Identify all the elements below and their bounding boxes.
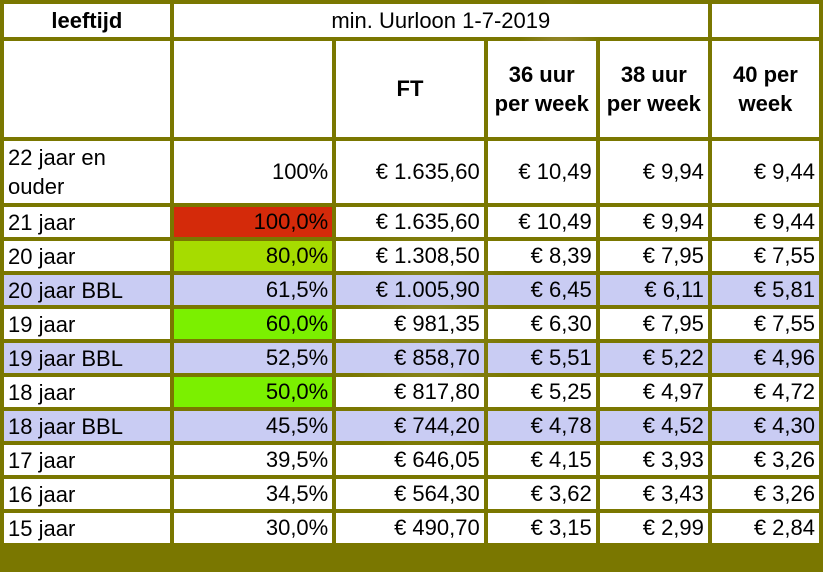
wage-38-cell: € 4,52 <box>599 411 708 441</box>
percentage-cell: 30,0% <box>173 513 333 543</box>
table-title-row: leeftijd min. Uurloon 1-7-2019 <box>4 4 819 37</box>
percentage-cell: 60,0% <box>173 309 333 339</box>
table-row: 18 jaar 50,0% € 817,80 € 5,25 € 4,97 € 4,72 <box>4 377 819 407</box>
age-cell: 18 jaar <box>4 377 170 407</box>
ft-cell: € 817,80 <box>336 377 484 407</box>
age-cell: 15 jaar <box>4 513 170 543</box>
percentage-cell: 34,5% <box>173 479 333 509</box>
wage-38-cell: € 9,94 <box>599 207 708 237</box>
table-row: 15 jaar 30,0% € 490,70 € 3,15 € 2,99 € 2,84 <box>4 513 819 543</box>
age-cell: 18 jaar BBL <box>4 411 170 441</box>
wage-36-cell: € 8,39 <box>487 241 596 271</box>
percentage-cell: 100,0% <box>173 207 333 237</box>
wage-36-cell: € 3,62 <box>487 479 596 509</box>
wage-36-cell: € 10,49 <box>487 207 596 237</box>
wage-40-cell: € 3,26 <box>711 445 819 475</box>
age-cell: 19 jaar BBL <box>4 343 170 373</box>
wage-36-cell: € 4,78 <box>487 411 596 441</box>
wage-38-cell: € 5,22 <box>599 343 708 373</box>
percentage-cell: 61,5% <box>173 275 333 305</box>
wage-38-cell: € 7,95 <box>599 241 708 271</box>
percentage-cell: 100% <box>173 141 333 203</box>
col-header-36: 36 uur per week <box>487 41 596 137</box>
wage-36-cell: € 10,49 <box>487 141 596 203</box>
wage-36-cell: € 5,25 <box>487 377 596 407</box>
empty-header-cell <box>711 4 819 37</box>
ft-cell: € 981,35 <box>336 309 484 339</box>
wage-36-cell: € 6,45 <box>487 275 596 305</box>
wage-40-cell: € 9,44 <box>711 141 819 203</box>
table-row: 16 jaar 34,5% € 564,30 € 3,62 € 3,43 € 3,26 <box>4 479 819 509</box>
age-cell: 21 jaar <box>4 207 170 237</box>
wage-36-cell: € 6,30 <box>487 309 596 339</box>
column-header-row: FT 36 uur per week 38 uur per week 40 pe… <box>4 41 819 137</box>
wage-40-cell: € 5,81 <box>711 275 819 305</box>
wage-40-cell: € 4,72 <box>711 377 819 407</box>
wage-38-cell: € 7,95 <box>599 309 708 339</box>
table-row: 20 jaar BBL 61,5% € 1.005,90 € 6,45 € 6,11 € … <box>4 275 819 305</box>
wage-40-cell: € 7,55 <box>711 241 819 271</box>
wage-40-cell: € 9,44 <box>711 207 819 237</box>
wage-40-cell: € 4,30 <box>711 411 819 441</box>
wage-40-cell: € 2,84 <box>711 513 819 543</box>
ft-cell: € 1.005,90 <box>336 275 484 305</box>
wage-38-cell: € 3,93 <box>599 445 708 475</box>
wage-40-cell: € 7,55 <box>711 309 819 339</box>
percentage-cell: 39,5% <box>173 445 333 475</box>
ft-cell: € 744,20 <box>336 411 484 441</box>
wage-38-cell: € 9,94 <box>599 141 708 203</box>
wage-36-cell: € 4,15 <box>487 445 596 475</box>
wage-38-cell: € 6,11 <box>599 275 708 305</box>
ft-cell: € 1.308,50 <box>336 241 484 271</box>
col-header-38: 38 uur per week <box>599 41 708 137</box>
col-header-ft: FT <box>336 41 484 137</box>
table-row: 17 jaar 39,5% € 646,05 € 4,15 € 3,93 € 3,26 <box>4 445 819 475</box>
table-row: 19 jaar 60,0% € 981,35 € 6,30 € 7,95 € 7,55 <box>4 309 819 339</box>
percentage-cell: 80,0% <box>173 241 333 271</box>
table-title: min. Uurloon 1-7-2019 <box>173 4 708 37</box>
table-row: 21 jaar 100,0% € 1.635,60 € 10,49 € 9,94 € 9,… <box>4 207 819 237</box>
table-row: 20 jaar 80,0% € 1.308,50 € 8,39 € 7,95 € 7,55 <box>4 241 819 271</box>
percentage-cell: 45,5% <box>173 411 333 441</box>
age-cell: 22 jaar en ouder <box>4 141 170 203</box>
wage-40-cell: € 3,26 <box>711 479 819 509</box>
age-header: leeftijd <box>4 4 170 37</box>
age-cell: 20 jaar <box>4 241 170 271</box>
age-cell: 17 jaar <box>4 445 170 475</box>
minimum-wage-table: leeftijd min. Uurloon 1-7-2019 FT 36 uur… <box>4 4 819 543</box>
wage-36-cell: € 3,15 <box>487 513 596 543</box>
ft-cell: € 564,30 <box>336 479 484 509</box>
table-row: 18 jaar BBL 45,5% € 744,20 € 4,78 € 4,52 € 4,… <box>4 411 819 441</box>
ft-cell: € 490,70 <box>336 513 484 543</box>
ft-cell: € 1.635,60 <box>336 207 484 237</box>
ft-cell: € 858,70 <box>336 343 484 373</box>
age-cell: 20 jaar BBL <box>4 275 170 305</box>
wage-38-cell: € 2,99 <box>599 513 708 543</box>
ft-cell: € 1.635,60 <box>336 141 484 203</box>
ft-cell: € 646,05 <box>336 445 484 475</box>
wage-36-cell: € 5,51 <box>487 343 596 373</box>
table-row: 19 jaar BBL 52,5% € 858,70 € 5,51 € 5,22 € 4,… <box>4 343 819 373</box>
wage-38-cell: € 3,43 <box>599 479 708 509</box>
col-header-40: 40 per week <box>711 41 819 137</box>
empty-header-cell <box>173 41 333 137</box>
table-body: 22 jaar en ouder 100% € 1.635,60 € 10,49 € 9… <box>4 141 819 543</box>
age-cell: 16 jaar <box>4 479 170 509</box>
wage-40-cell: € 4,96 <box>711 343 819 373</box>
wage-38-cell: € 4,97 <box>599 377 708 407</box>
empty-header-cell <box>4 41 170 137</box>
percentage-cell: 50,0% <box>173 377 333 407</box>
age-cell: 19 jaar <box>4 309 170 339</box>
percentage-cell: 52,5% <box>173 343 333 373</box>
table-row: 22 jaar en ouder 100% € 1.635,60 € 10,49 € 9… <box>4 141 819 203</box>
